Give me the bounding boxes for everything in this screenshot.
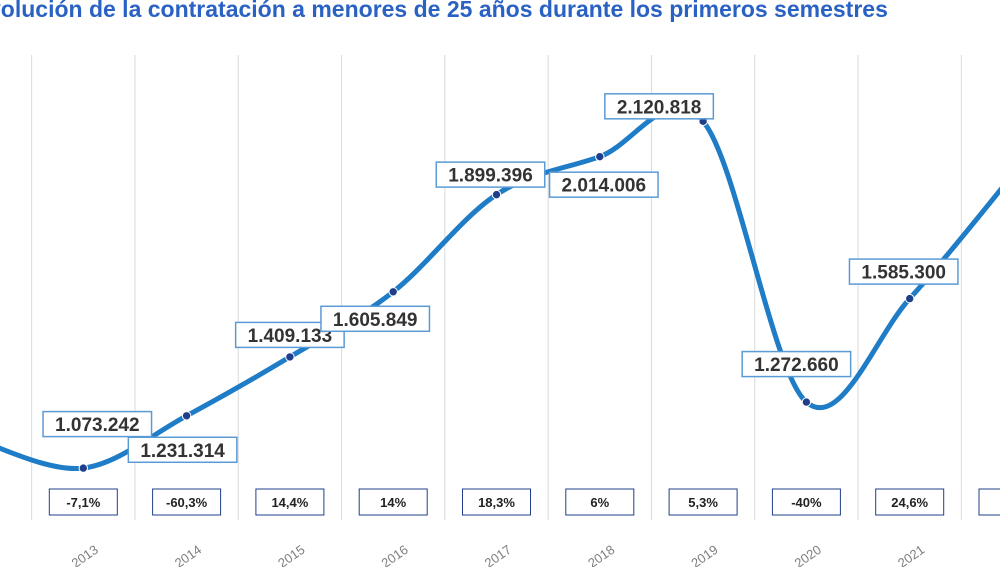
annual-change-label: 6% [565,488,635,516]
annual-change-box [565,488,635,516]
data-points [78,116,915,473]
data-label-text: 2.014.006 [562,176,647,197]
annual-change-label: 18,3% [462,488,531,516]
annual-change-text: -40% [791,495,822,510]
annual-change-text: 5,3% [688,495,718,510]
data-point [595,151,605,162]
data-label-box [127,436,238,464]
x-tick-label: 2014 [172,542,204,567]
data-label-text: 1.899.396 [448,166,533,187]
annual-change-text: 18,3% [478,495,515,510]
annual-change-label: -40% [771,488,841,516]
data-point [388,287,398,297]
data-point [905,293,915,304]
data-label: 2.120.818 [604,93,715,120]
data-label-box [42,410,153,438]
annual-change-label: 14,4% [255,488,325,516]
annual-change-box [875,488,945,516]
data-point [78,463,89,473]
annual-change-row: -7,1% -60,3% 14,4% 14% 18,3% 6% 5,3% -40% 24,6% 2 [48,488,1000,516]
data-label: 1.899.396 [435,161,546,188]
data-point [491,189,502,200]
data-label: 1.272.660 [741,350,852,378]
annual-change-text: 14% [380,495,406,510]
data-label: 1.073.242 [42,410,153,438]
annual-change-label: 5,3% [668,488,738,516]
data-label-box [848,258,959,285]
x-tick-label: 2019 [688,542,720,567]
data-label: 1.231.314 [127,436,238,464]
annual-change-text: 24,6% [891,495,928,510]
data-label-box [741,350,852,378]
annual-change-label: 14% [358,488,428,516]
x-tick-label: 2018 [585,542,617,567]
annual-change-text: 6% [590,495,609,510]
data-label: 2.014.006 [548,171,659,198]
data-label-box [604,93,715,120]
annual-change-box [668,488,738,516]
annual-change-box [255,488,325,516]
annual-change-text: 14,4% [271,495,308,510]
annual-change-text: -60,3% [166,495,208,510]
data-label-text: 1.231.314 [140,441,225,462]
data-labels: 6521.073.2421.231.3141.409.1331.605.8491… [42,93,959,464]
x-tick-label: 2017 [482,542,514,567]
x-tick-label: 2015 [275,542,307,567]
gridlines [31,55,962,520]
data-point [181,411,192,421]
data-label-box [320,305,431,333]
data-label-text: 1.409.133 [248,326,333,347]
data-point [801,397,812,407]
series-line [0,105,1000,472]
annual-change-box [358,488,428,516]
annual-change-text: -7,1% [66,495,100,510]
data-label-text: 1.073.242 [55,415,140,436]
annual-change-box [48,488,118,516]
annual-change-label: -60,3% [152,488,222,516]
data-label: 1.605.849 [320,305,431,333]
chart-title: volución de la contratación a menores de… [0,0,888,22]
annual-change-box [771,488,841,516]
annual-change-label: 24,6% [875,488,945,516]
x-tick-label: 2021 [895,542,927,567]
data-label-text: 1.605.849 [333,310,418,331]
data-point [285,352,295,362]
data-label-box [548,171,659,198]
data-label-box [435,161,546,188]
data-label-text: 2.120.818 [617,97,702,118]
x-tick-label: 2013 [69,542,101,567]
x-axis-ticks: 20132014201520162017201820192020202120 [69,542,928,567]
data-label-text: 1.272.660 [754,355,839,376]
x-tick-label: 2020 [792,542,824,567]
x-tick-label: 2016 [378,542,410,567]
annual-change-box [978,488,1000,516]
data-label-text: 1.585.300 [861,263,946,284]
data-label: 1.585.300 [848,258,959,285]
annual-change-label: -7,1% [48,488,118,516]
annual-change-box [462,488,531,516]
annual-change-label: 2 [978,488,1000,516]
annual-change-box [152,488,222,516]
